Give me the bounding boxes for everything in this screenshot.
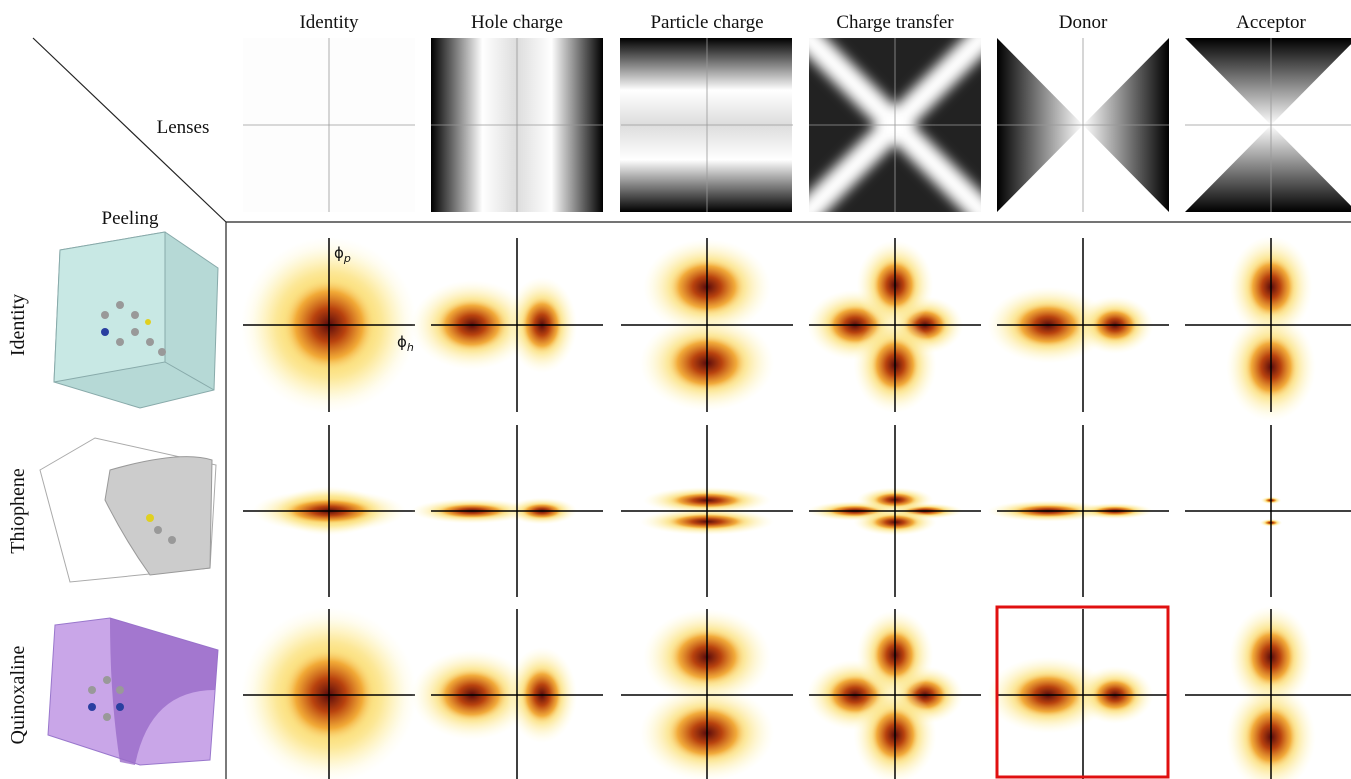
corner-diagonal — [32, 37, 227, 223]
column-header: Charge transfer — [836, 12, 954, 33]
highlight-box — [995, 605, 1170, 779]
cell-plot — [241, 237, 417, 413]
cell-plot — [243, 425, 415, 597]
column-header: Identity — [299, 12, 359, 33]
cell-plot — [987, 425, 1169, 597]
cell-plot — [807, 425, 981, 597]
corner-lenses: Lenses — [157, 117, 210, 138]
cell-plot — [1185, 235, 1351, 422]
cell-plot — [987, 238, 1169, 412]
cells — [241, 235, 1351, 779]
peel-thiophene — [39, 437, 217, 583]
axis-label: ϕh — [397, 333, 414, 354]
column-header: Acceptor — [1236, 12, 1306, 33]
axis-label: ϕp — [334, 244, 351, 265]
axis-symbol: ϕ — [397, 333, 407, 351]
cell-plot — [1185, 605, 1351, 779]
cell-plot — [241, 607, 417, 779]
column-header: Particle charge — [650, 12, 763, 33]
cell-plot — [987, 609, 1169, 779]
cell-plot — [621, 425, 793, 597]
cell-plot — [411, 609, 603, 779]
cell-plot — [807, 238, 981, 413]
row-label: Thiophene — [7, 468, 29, 554]
column-header: Hole charge — [471, 12, 563, 33]
peel-quinoxaline — [47, 617, 219, 766]
cell-plot — [411, 238, 603, 412]
peel-identity — [53, 231, 219, 409]
cell-plot — [807, 609, 981, 779]
axis-subscript: p — [343, 252, 351, 265]
cell-plot — [411, 425, 603, 597]
axis-subscript: h — [407, 341, 414, 354]
cell-plot — [1185, 425, 1351, 597]
row-label: Quinoxaline — [7, 645, 29, 744]
row-label: Identity — [7, 294, 29, 356]
cell-plot — [621, 609, 793, 779]
axis-symbol: ϕ — [334, 244, 344, 262]
corner-peeling: Peeling — [102, 208, 159, 229]
column-header: Donor — [1059, 12, 1108, 33]
cell-plot — [621, 238, 793, 412]
